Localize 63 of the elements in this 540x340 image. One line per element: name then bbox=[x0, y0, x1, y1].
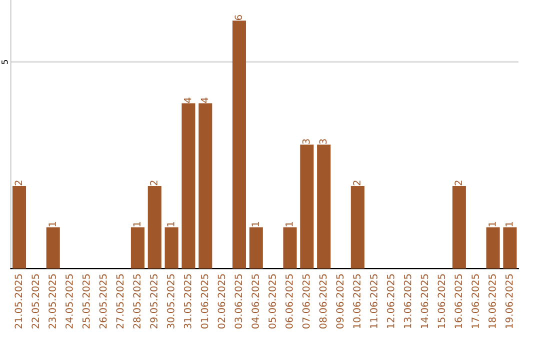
x-tick-label: 07.06.2025 bbox=[302, 274, 310, 328]
bar bbox=[148, 186, 162, 269]
data-label: 1 bbox=[252, 222, 259, 226]
bar bbox=[164, 227, 178, 269]
x-tick-label: 12.06.2025 bbox=[386, 274, 394, 328]
bar bbox=[46, 227, 60, 269]
x-tick-label: 06.06.2025 bbox=[285, 274, 293, 328]
x-tick-label: 19.06.2025 bbox=[505, 274, 513, 328]
x-tick-label: 31.05.2025 bbox=[184, 274, 192, 328]
x-tick-label: 25.05.2025 bbox=[82, 274, 90, 328]
data-label: 1 bbox=[167, 222, 174, 226]
x-tick-label: 17.06.2025 bbox=[472, 274, 479, 328]
bar bbox=[130, 227, 144, 269]
x-tick-label: 23.05.2025 bbox=[48, 274, 56, 328]
data-label: 1 bbox=[133, 222, 140, 226]
x-tick-label: 15.06.2025 bbox=[438, 274, 446, 328]
data-label: 1 bbox=[286, 222, 293, 226]
y-tick-label: 5 bbox=[2, 60, 8, 64]
x-tick-label: 28.05.2025 bbox=[133, 274, 141, 328]
x-tick-label: 18.06.2025 bbox=[488, 274, 496, 328]
x-tick-label: 29.05.2025 bbox=[150, 274, 158, 328]
x-tick-label: 01.06.2025 bbox=[200, 274, 208, 328]
x-tick-label: 09.06.2025 bbox=[336, 274, 344, 328]
data-label: 3 bbox=[302, 139, 310, 144]
data-label: 2 bbox=[14, 180, 22, 186]
x-tick-label: 14.06.2025 bbox=[420, 274, 428, 328]
x-tick-label: 11.06.2025 bbox=[370, 274, 378, 328]
data-label: 1 bbox=[48, 222, 56, 226]
x-tick-label: 27.05.2025 bbox=[116, 274, 124, 328]
bar bbox=[486, 227, 500, 269]
data-label: 2 bbox=[150, 180, 158, 186]
x-tick-label: 04.06.2025 bbox=[252, 274, 259, 328]
data-label: 4 bbox=[184, 98, 192, 103]
x-tick-label: 21.05.2025 bbox=[14, 274, 22, 328]
data-label: 1 bbox=[488, 222, 496, 226]
bar bbox=[12, 186, 26, 269]
bar bbox=[232, 20, 246, 269]
data-label: 1 bbox=[506, 222, 513, 226]
bar bbox=[198, 103, 212, 269]
data-label: 3 bbox=[319, 139, 327, 144]
x-tick-label: 13.06.2025 bbox=[404, 274, 412, 328]
x-tick-label: 08.06.2025 bbox=[319, 274, 327, 328]
x-tick-label: 26.05.2025 bbox=[99, 274, 107, 328]
x-tick-label: 02.06.2025 bbox=[218, 274, 226, 328]
bar bbox=[182, 103, 196, 269]
x-tick-label: 24.05.2025 bbox=[65, 274, 73, 328]
data-label: 2 bbox=[353, 180, 360, 186]
bar bbox=[249, 227, 263, 269]
bar bbox=[317, 144, 331, 269]
bar bbox=[350, 186, 364, 269]
bar bbox=[503, 227, 517, 269]
x-tick-label: 05.06.2025 bbox=[268, 274, 276, 328]
data-label: 6 bbox=[234, 15, 242, 20]
bar bbox=[452, 186, 466, 269]
bar bbox=[300, 144, 314, 269]
x-tick-label: 22.05.2025 bbox=[32, 274, 39, 328]
data-label: 2 bbox=[454, 180, 462, 186]
x-tick-label: 16.06.2025 bbox=[454, 274, 462, 328]
bar bbox=[283, 227, 297, 269]
x-tick-label: 03.06.2025 bbox=[234, 274, 242, 328]
data-label: 4 bbox=[200, 98, 208, 103]
x-tick-label: 10.06.2025 bbox=[353, 274, 360, 328]
x-tick-label: 30.05.2025 bbox=[167, 274, 174, 328]
